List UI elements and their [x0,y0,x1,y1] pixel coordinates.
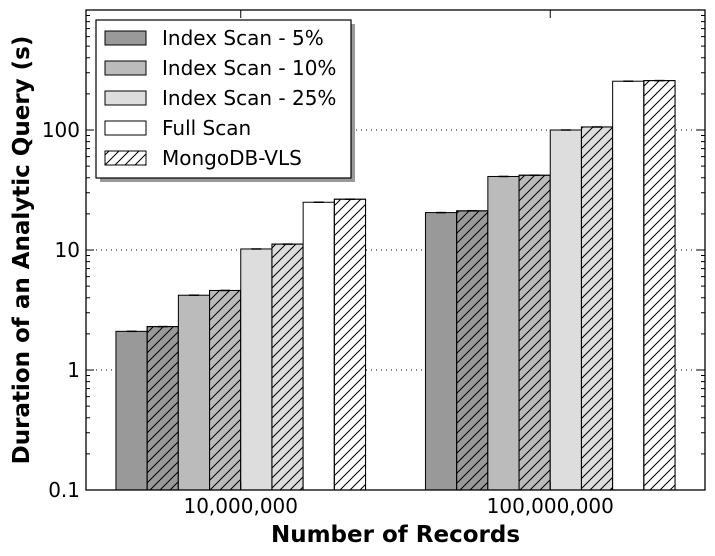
bar-hatch [456,210,489,491]
legend-label: Index Scan - 5% [162,26,324,50]
bar-hatch [333,198,367,491]
bar [240,248,273,491]
legend-swatch-hatch [104,150,147,166]
axis-ticks [86,10,705,491]
bar [549,129,582,491]
legend-label: Index Scan - 25% [162,86,336,110]
y-tick-labels: 0.1 1 10 100 [42,118,80,502]
x-tick-label: 10,000,000 [183,494,298,518]
bar-hatch [146,326,179,491]
bar [487,175,520,491]
y-axis-title: Duration of an Analytic Query (s) [9,36,35,465]
bar [302,201,335,491]
legend-swatch [104,60,147,76]
legend-swatch [104,30,147,46]
x-tick-label: 100,000,000 [487,494,614,518]
bars [115,79,676,491]
bar-hatch [518,174,551,491]
legend-label: Full Scan [162,116,251,140]
bar [177,294,211,491]
bar-hatch [643,80,676,491]
bar-hatch [209,289,242,491]
bar [424,212,458,491]
legend-label: MongoDB-VLS [162,146,302,170]
x-tick-labels: 10,000,000 100,000,000 [183,494,613,518]
legend-label: Index Scan - 10% [162,56,336,80]
y-tick-label: 1 [67,358,80,382]
legend: Index Scan - 5% Index Scan - 10% Index Sca… [95,19,355,182]
bar [612,80,645,491]
bar [115,330,148,491]
bar-hatch [271,243,304,491]
y-tick-label: 0.1 [48,478,80,502]
legend-swatch [104,90,147,106]
y-tick-label: 10 [55,238,80,262]
bar-hatch [580,126,614,491]
x-axis-title: Number of Records [271,522,520,548]
legend-swatch [104,120,147,136]
y-tick-label: 100 [42,118,80,142]
